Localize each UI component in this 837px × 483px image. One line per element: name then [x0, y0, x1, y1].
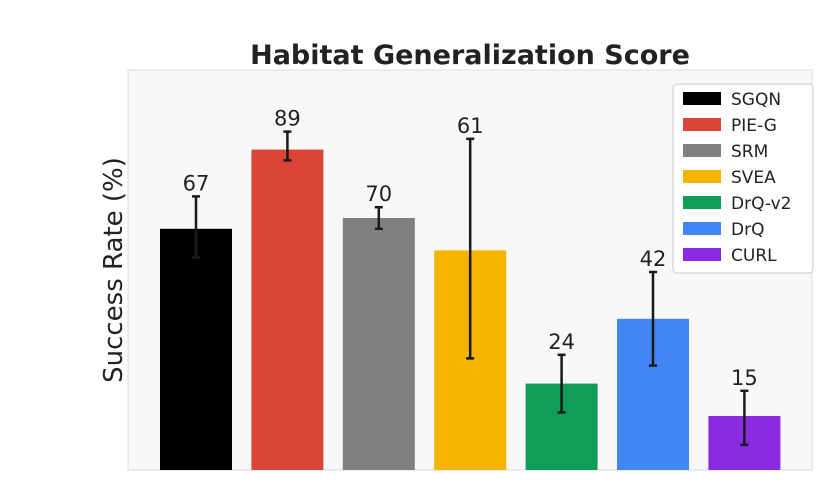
value-label-srm: 70 — [365, 182, 392, 206]
legend-label-drq-v2: DrQ-v2 — [731, 194, 792, 214]
value-label-pie-g: 89 — [274, 107, 301, 131]
error-bar-drq-v2 — [557, 353, 566, 414]
legend-swatch-drq — [683, 222, 721, 235]
legend-swatch-drq-v2 — [683, 196, 721, 209]
legend-item-svea: SVEA — [683, 168, 776, 188]
value-labels: 67 89 70 61 24 42 15 — [183, 107, 758, 390]
value-label-drq-v2: 24 — [548, 330, 575, 354]
legend-item-srm: SRM — [683, 142, 768, 162]
legend: SGQN PIE-G SRM SVEA DrQ-v2 DrQ CURL — [672, 83, 814, 274]
legend-swatch-srm — [683, 144, 721, 157]
legend-swatch-curl — [683, 248, 721, 261]
legend-label-svea: SVEA — [731, 168, 776, 188]
value-label-drq: 42 — [640, 247, 667, 271]
value-label-svea: 61 — [457, 114, 484, 138]
legend-label-curl: CURL — [731, 246, 777, 266]
value-label-sgqn: 67 — [183, 171, 210, 195]
error-bar-pie-g — [283, 130, 292, 162]
legend-swatch-svea — [683, 170, 721, 183]
legend-swatch-pie-g — [683, 118, 721, 131]
value-label-curl: 15 — [731, 366, 758, 390]
error-bar-curl — [740, 389, 749, 447]
legend-item-drq-v2: DrQ-v2 — [683, 194, 792, 214]
legend-label-pie-g: PIE-G — [731, 116, 777, 136]
legend-label-drq: DrQ — [731, 220, 764, 240]
legend-item-curl: CURL — [683, 246, 777, 266]
legend-swatch-sgqn — [683, 92, 721, 105]
y-axis-label: Success Rate (%) — [99, 157, 129, 383]
error-bar-drq — [649, 270, 657, 367]
bar-srm — [342, 218, 415, 470]
error-bar-svea — [466, 137, 475, 360]
error-bar-srm — [374, 205, 383, 231]
bar-pie-g — [251, 149, 324, 470]
legend-item-pie-g: PIE-G — [683, 116, 777, 136]
error-bar-sgqn — [192, 195, 200, 259]
error-bars — [192, 130, 749, 447]
legend-label-srm: SRM — [731, 142, 768, 162]
bar-sgqn — [160, 228, 232, 470]
legend-label-sgqn: SGQN — [731, 90, 781, 110]
chart-title: Habitat Generalization Score — [250, 40, 690, 71]
legend-item-sgqn: SGQN — [683, 90, 781, 110]
legend-item-drq: DrQ — [683, 220, 764, 240]
